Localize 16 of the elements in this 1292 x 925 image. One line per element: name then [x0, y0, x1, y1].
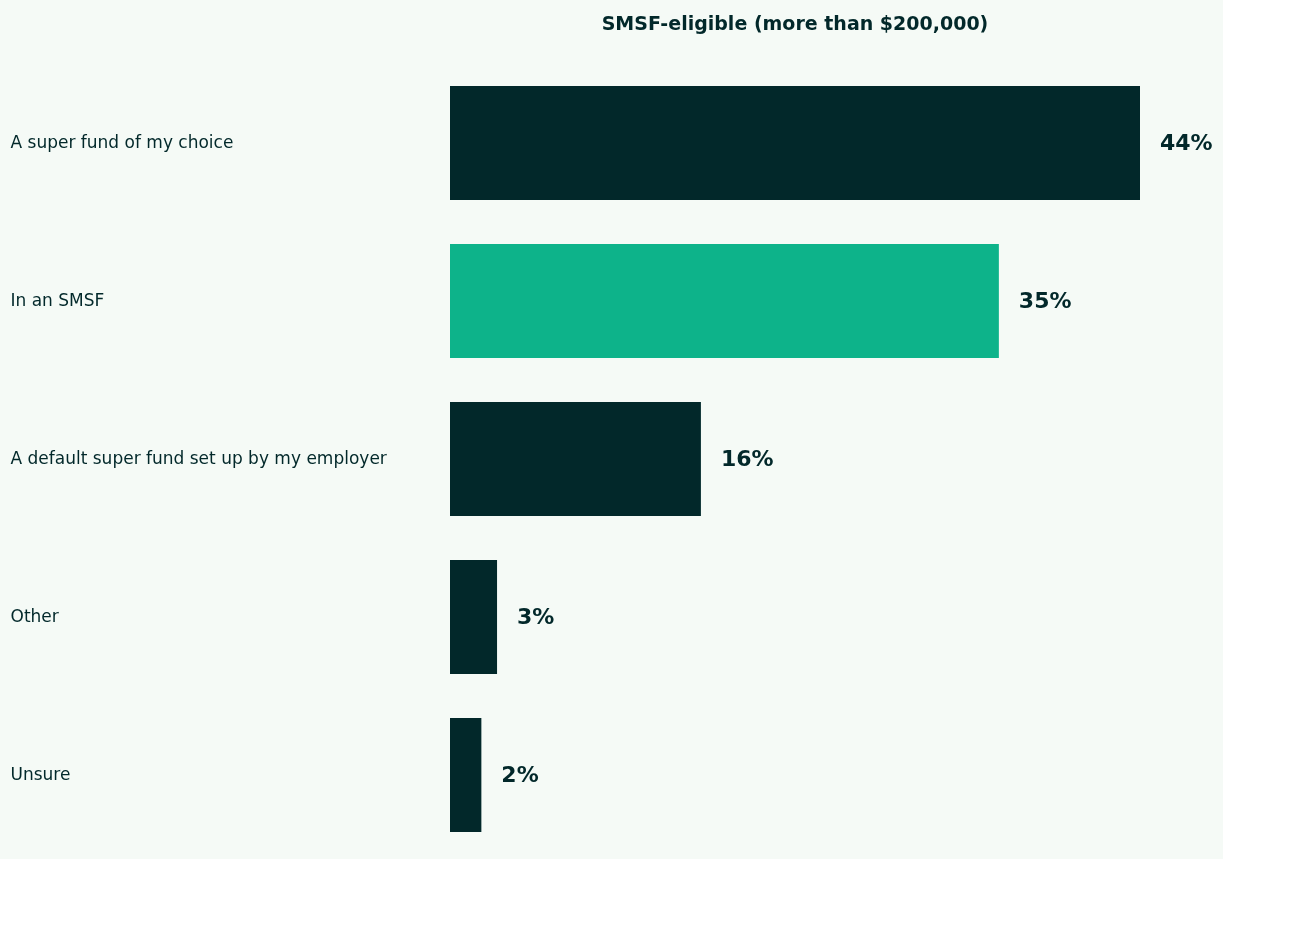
chart-title: SMSF-eligible (more than $200,000): [601, 12, 989, 34]
bar: [450, 86, 1140, 200]
bar: [450, 718, 482, 832]
bar: [450, 402, 701, 516]
bar: [450, 560, 498, 674]
bar: [450, 244, 999, 358]
y-tick-label: A default super fund set up by my employer: [10, 448, 387, 468]
y-tick-label: In an SMSF: [10, 290, 105, 310]
y-tick-label: Other: [10, 606, 59, 626]
data-label: 3%: [517, 604, 555, 629]
y-tick-label: Unsure: [10, 764, 71, 784]
y-tick-label: A super fund of my choice: [10, 132, 234, 152]
data-label: 2%: [501, 762, 539, 787]
data-label: 35%: [1018, 288, 1072, 313]
data-label: 44%: [1160, 130, 1213, 155]
data-label: 16%: [720, 446, 774, 471]
